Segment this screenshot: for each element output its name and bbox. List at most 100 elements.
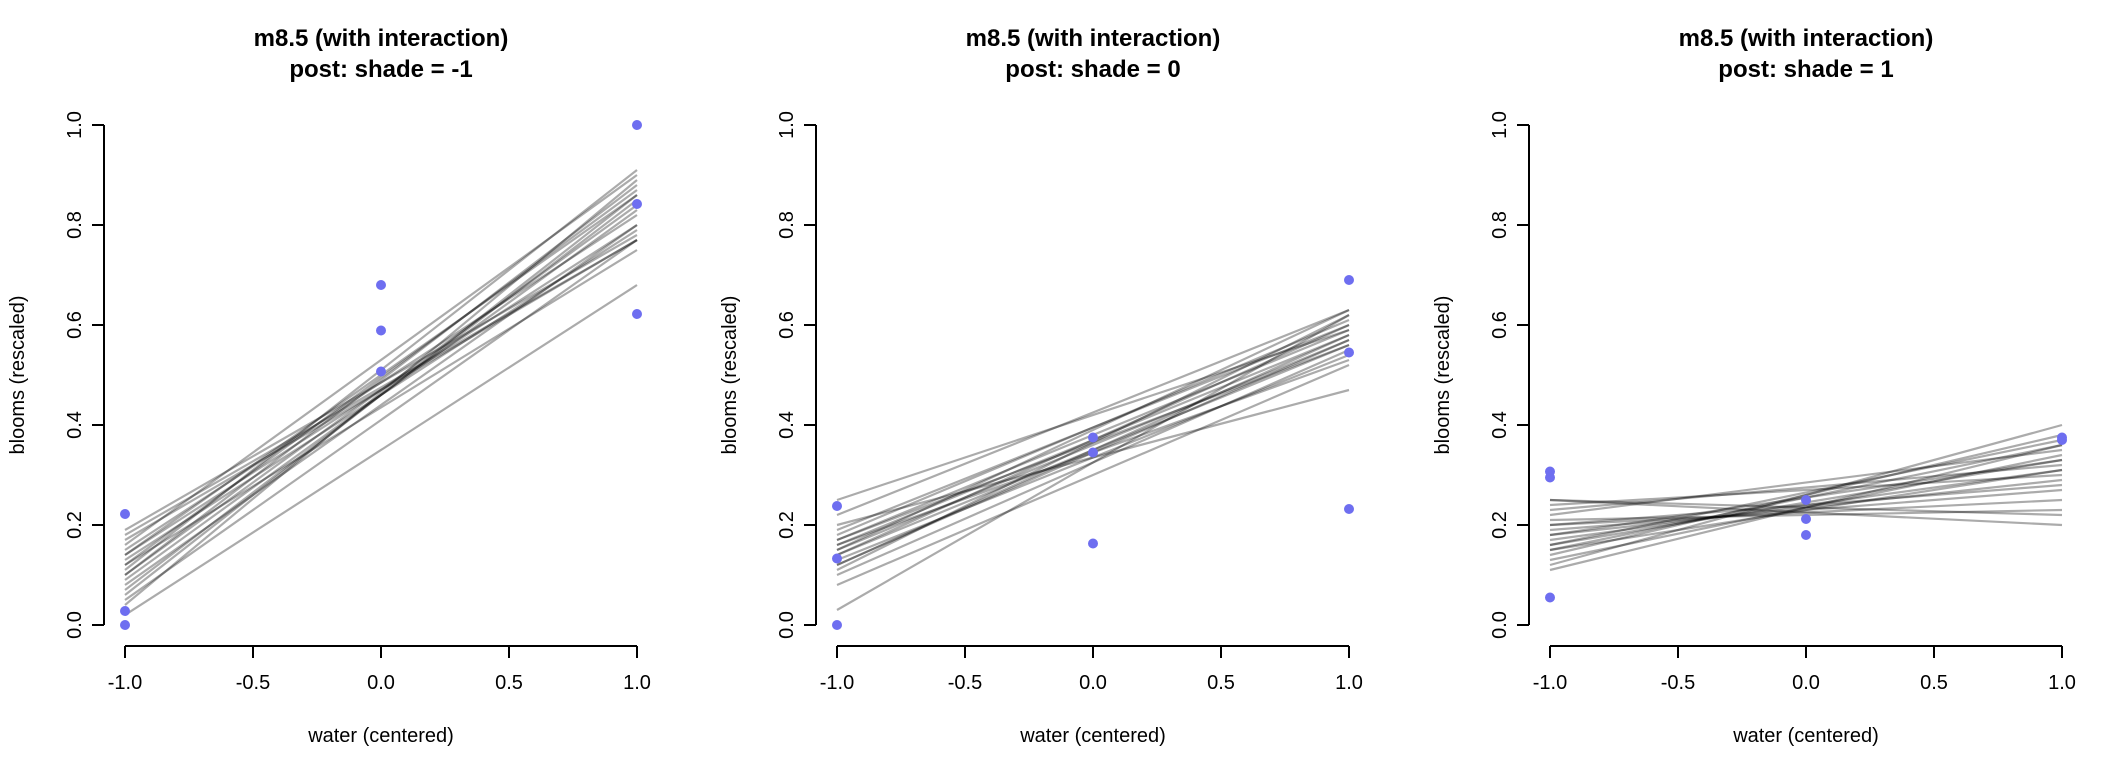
x-tick-label: -1.0 [1533,672,1567,694]
posterior-line [124,174,638,546]
x-tick-label: 0.5 [1920,672,1948,694]
y-tick-label: 0.6 [64,311,86,339]
y-tick-label: 0.8 [1489,211,1511,239]
posterior-line [836,314,1350,611]
y-tick-label: 0.8 [64,211,86,239]
chart-subtitle: post: shade = 1 [1718,56,1893,83]
x-axis-label: water (centered) [1019,725,1166,747]
x-axis-label: water (centered) [1732,725,1879,747]
y-tick-label: 0.2 [64,511,86,539]
y-tick-label: 0.4 [64,411,86,439]
posterior-line [836,328,1350,502]
chart-title: m8.5 (with interaction) [254,25,509,52]
x-axis-label: water (centered) [307,725,454,747]
y-tick-label: 0.6 [776,311,798,339]
data-point [832,553,842,564]
y-tick-label: 0.6 [1489,311,1511,339]
data-point [1344,504,1354,514]
posterior-line [1549,498,2063,527]
data-point [120,606,130,616]
posterior-line [836,323,1350,532]
posterior-line [836,338,1350,552]
y-tick-label: 0.0 [776,611,798,639]
y-tick-label: 0.2 [776,511,798,539]
x-tick-label: 0.0 [367,672,395,694]
y-tick-label: 1.0 [1489,111,1511,139]
chart-subtitle: post: shade = -1 [289,56,472,83]
data-point [1088,538,1098,549]
data-point [1088,432,1098,443]
x-tick-label: 1.0 [2048,672,2076,694]
y-tick-label: 0.4 [1489,411,1511,439]
posterior-line [1549,473,2063,507]
posterior-line [1549,488,2063,532]
posterior-line [124,224,638,556]
posterior-line [124,214,638,551]
posterior-line [1549,448,2063,517]
posterior-line [124,179,638,606]
x-tick-label: -1.0 [820,672,854,694]
data-point [376,366,386,377]
y-tick-label: 0.4 [776,411,798,439]
x-tick-label: 0.5 [1207,672,1235,694]
data-point [120,620,130,630]
chart-panel-2: m8.5 (with interaction) post: shade = 0 -1… [719,25,1363,747]
data-point [1088,447,1098,458]
posterior-line [124,229,638,561]
posterior-line [124,204,638,576]
data-point [832,620,842,630]
x-tick-label: -0.5 [948,672,982,694]
chart-title: m8.5 (with interaction) [966,25,1221,52]
data-point [2057,432,2067,443]
posterior-line [1549,453,2063,562]
data-point [376,280,386,290]
data-point [632,309,642,319]
posterior-line [1549,478,2063,537]
x-tick-label: 0.0 [1792,672,1820,694]
data-point [1801,514,1811,524]
y-tick-label: 1.0 [64,111,86,139]
posterior-line [1549,498,2063,517]
posterior-line [124,234,638,531]
chart-subtitle: post: shade = 0 [1005,56,1180,83]
y-tick-label: 0.0 [1489,611,1511,639]
y-tick-label: 0.2 [1489,511,1511,539]
posterior-line [124,209,638,581]
x-tick-label: 1.0 [623,672,651,694]
posterior-line [836,348,1350,577]
posterior-line [1549,443,2063,572]
posterior-line [1549,463,2063,512]
posterior-line [836,309,1350,551]
posterior-line [124,194,638,596]
data-point [632,199,642,209]
posterior-line [1549,468,2063,552]
chart-panel-3: m8.5 (with interaction) post: shade = 1 -1… [1432,25,2076,747]
posterior-line [1549,438,2063,547]
y-axis-label: blooms (rescaled) [719,296,741,455]
x-tick-label: -1.0 [108,672,142,694]
x-tick-label: 0.0 [1079,672,1107,694]
data-point [1545,592,1555,603]
data-point [376,325,386,336]
y-tick-label: 1.0 [776,111,798,139]
data-point [1801,495,1811,505]
posterior-line [124,239,638,541]
chart-panel-1: m8.5 (with interaction) post: shade = -1 -… [7,25,651,747]
chart-title: m8.5 (with interaction) [1679,25,1934,52]
posterior-line [836,318,1350,537]
x-tick-label: -0.5 [1661,672,1695,694]
y-axis-label: blooms (rescaled) [7,296,29,455]
posterior-line [1549,498,2063,527]
data-point [1545,466,1555,477]
posterior-line [124,184,638,576]
posterior-line [124,239,638,601]
x-tick-label: 0.5 [495,672,523,694]
y-axis-label: blooms (rescaled) [1432,296,1454,455]
data-point [1344,347,1354,358]
posterior-line [124,224,638,586]
data-point [1344,275,1354,285]
data-point [120,509,130,519]
posterior-line [836,363,1350,587]
